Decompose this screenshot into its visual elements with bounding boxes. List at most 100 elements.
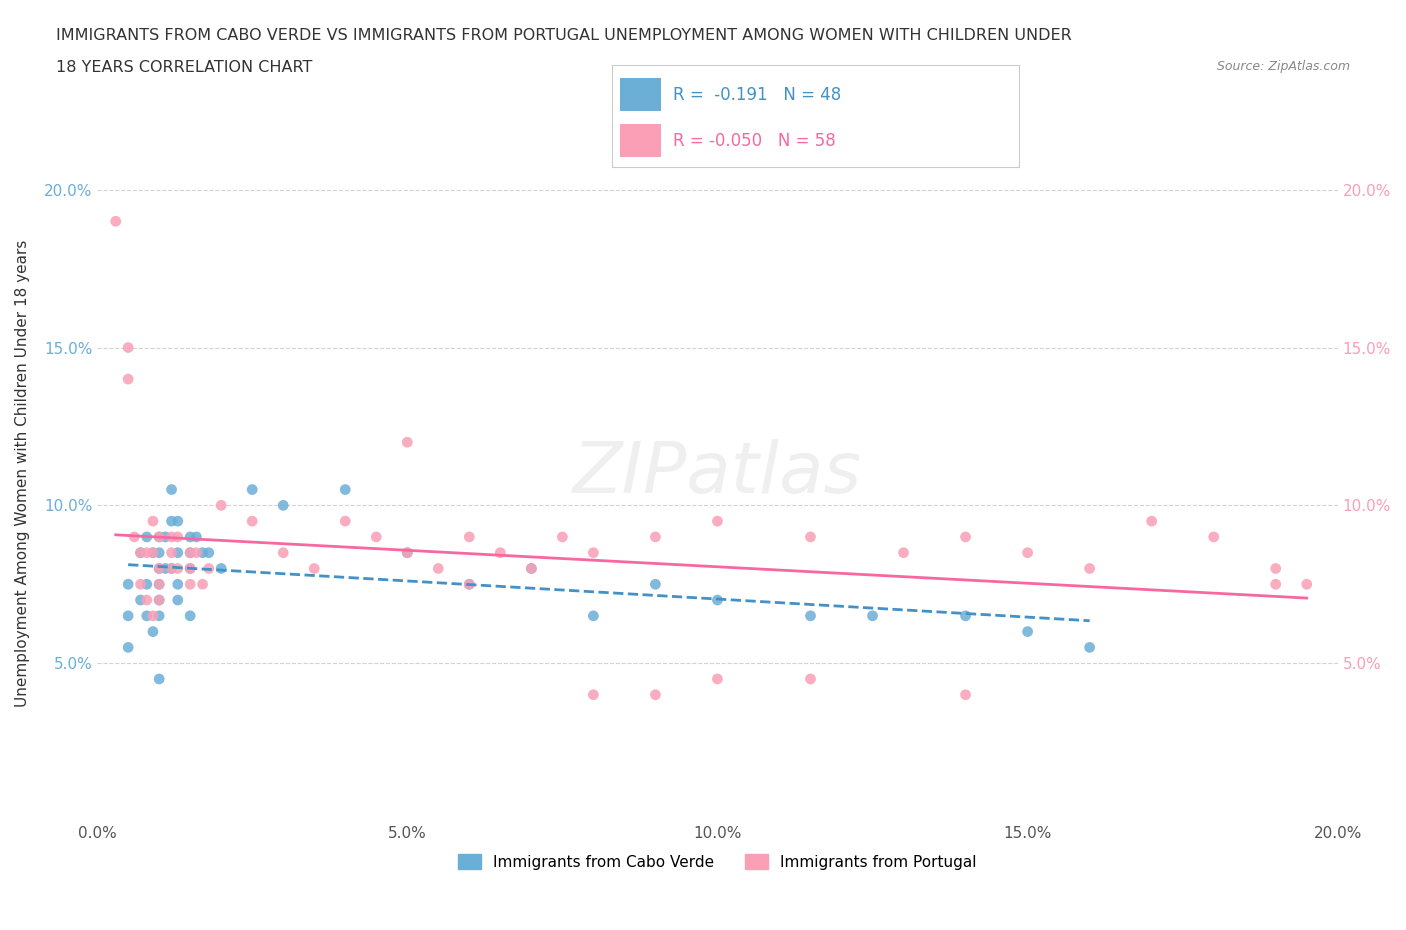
Point [209, 498, 232, 512]
Point [396, 545, 419, 560]
Point [148, 529, 170, 544]
Point [458, 577, 481, 591]
Point [129, 577, 152, 591]
Point [396, 435, 419, 450]
Point [644, 529, 666, 544]
Point [148, 561, 170, 576]
Point [396, 545, 419, 560]
Point [179, 545, 201, 560]
Point [142, 545, 165, 560]
Point [148, 671, 170, 686]
Point [166, 545, 188, 560]
Point [799, 671, 821, 686]
Point [955, 608, 977, 623]
Text: R = -0.050   N = 58: R = -0.050 N = 58 [672, 132, 835, 150]
Point [427, 561, 450, 576]
Point [335, 513, 357, 528]
Point [148, 577, 170, 591]
Point [117, 608, 139, 623]
Point [955, 687, 977, 702]
Point [489, 545, 512, 560]
Point [142, 513, 165, 528]
Point [179, 608, 201, 623]
Point [160, 561, 183, 576]
FancyBboxPatch shape [620, 78, 661, 112]
Point [644, 687, 666, 702]
Text: IMMIGRANTS FROM CABO VERDE VS IMMIGRANTS FROM PORTUGAL UNEMPLOYMENT AMONG WOMEN : IMMIGRANTS FROM CABO VERDE VS IMMIGRANTS… [56, 28, 1071, 43]
Point [582, 608, 605, 623]
Point [1264, 561, 1286, 576]
Point [160, 529, 183, 544]
Text: Source: ZipAtlas.com: Source: ZipAtlas.com [1216, 60, 1350, 73]
Y-axis label: Unemployment Among Women with Children Under 18 years: Unemployment Among Women with Children U… [15, 240, 30, 708]
Legend: Immigrants from Cabo Verde, Immigrants from Portugal: Immigrants from Cabo Verde, Immigrants f… [453, 847, 983, 876]
Point [1264, 577, 1286, 591]
Point [799, 529, 821, 544]
Point [148, 608, 170, 623]
Point [160, 513, 183, 528]
Point [179, 561, 201, 576]
Point [148, 592, 170, 607]
Point [191, 577, 214, 591]
Point [644, 577, 666, 591]
Point [135, 577, 157, 591]
Point [135, 592, 157, 607]
Point [186, 545, 208, 560]
Point [706, 592, 728, 607]
Point [129, 545, 152, 560]
Point [1202, 529, 1225, 544]
Point [706, 671, 728, 686]
Point [117, 577, 139, 591]
Point [148, 529, 170, 544]
Point [160, 482, 183, 497]
Point [582, 545, 605, 560]
Point [148, 592, 170, 607]
Point [142, 608, 165, 623]
Point [197, 545, 219, 560]
Point [142, 545, 165, 560]
Point [155, 529, 177, 544]
Point [1295, 577, 1317, 591]
Point [458, 529, 481, 544]
Point [117, 640, 139, 655]
Point [179, 545, 201, 560]
FancyBboxPatch shape [620, 125, 661, 157]
Point [458, 577, 481, 591]
Point [166, 577, 188, 591]
Point [209, 561, 232, 576]
Point [117, 372, 139, 387]
Point [129, 592, 152, 607]
Point [191, 545, 214, 560]
Point [179, 529, 201, 544]
Point [1017, 624, 1039, 639]
Point [862, 608, 884, 623]
Point [124, 529, 146, 544]
Point [148, 545, 170, 560]
Point [117, 340, 139, 355]
Point [240, 482, 263, 497]
Point [1140, 513, 1163, 528]
Point [240, 513, 263, 528]
Point [1017, 545, 1039, 560]
Point [166, 592, 188, 607]
Point [271, 498, 294, 512]
Point [179, 561, 201, 576]
Point [955, 529, 977, 544]
Point [148, 561, 170, 576]
Text: ZIPatlas: ZIPatlas [572, 439, 862, 509]
Point [148, 577, 170, 591]
Point [166, 529, 188, 544]
Point [129, 545, 152, 560]
Point [271, 545, 294, 560]
Point [366, 529, 388, 544]
Point [520, 561, 543, 576]
Point [166, 513, 188, 528]
Point [582, 687, 605, 702]
Point [135, 545, 157, 560]
Point [335, 482, 357, 497]
Point [706, 513, 728, 528]
Point [166, 561, 188, 576]
Point [186, 529, 208, 544]
Point [160, 561, 183, 576]
Point [135, 608, 157, 623]
